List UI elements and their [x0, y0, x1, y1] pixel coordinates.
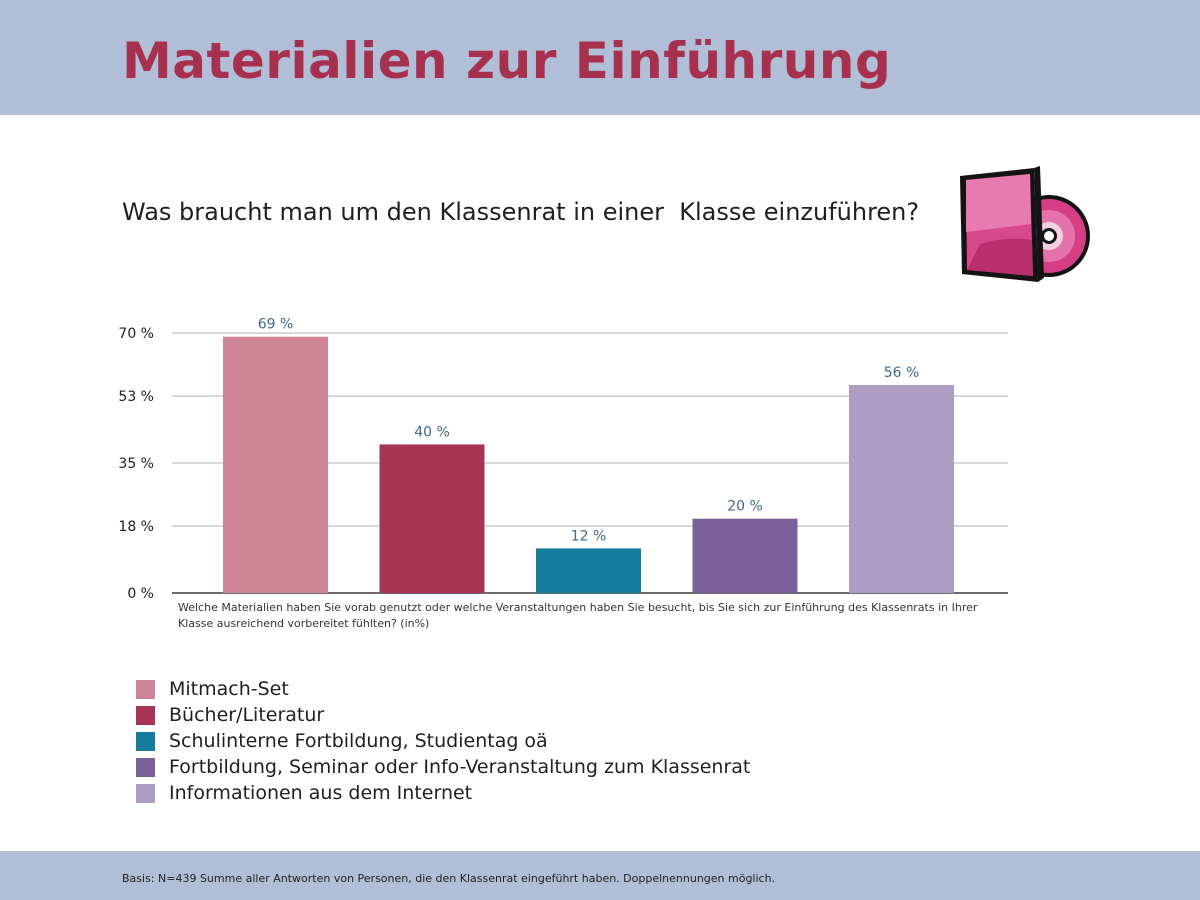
bar	[692, 518, 798, 593]
bar-chart: 0 % 18 % 35 % 53 % 70 % 69 % 40 % 12 % 20 % 56 %	[118, 317, 1008, 602]
y-tick-label: 0 %	[127, 586, 154, 602]
x-axis-label: Welche Materialien haben Sie vorab genut…	[178, 601, 978, 630]
bar	[849, 385, 954, 593]
slide-title: Materialien zur Einführung	[122, 32, 892, 90]
legend-label: Mitmach-Set	[169, 678, 289, 700]
bar	[223, 336, 328, 593]
legend-swatch	[136, 757, 155, 777]
footer-band	[0, 851, 1200, 900]
cd-case-icon	[960, 166, 1090, 282]
legend-swatch	[136, 731, 155, 751]
bar-value-label: 20 %	[727, 499, 763, 515]
header-band	[0, 0, 1200, 115]
legend-swatch	[136, 705, 155, 725]
legend-swatch	[136, 783, 155, 803]
legend-item: Informationen aus dem Internet	[136, 780, 750, 806]
legend-label: Bücher/Literatur	[169, 704, 325, 726]
bar-value-label: 12 %	[571, 528, 607, 544]
bar-value-label: 40 %	[414, 424, 450, 440]
legend-swatch	[136, 679, 155, 699]
y-tick-label: 18 %	[118, 519, 154, 535]
bar-value-label: 56 %	[884, 365, 920, 381]
footnote: Basis: N=439 Summe aller Antworten von P…	[122, 872, 776, 885]
legend-label: Schulinterne Fortbildung, Studientag oä	[169, 730, 548, 752]
legend: Mitmach-Set Bücher/Literatur Schulintern…	[136, 676, 750, 806]
legend-item: Mitmach-Set	[136, 676, 750, 702]
bar	[536, 548, 641, 593]
legend-item: Bücher/Literatur	[136, 702, 750, 728]
legend-label: Informationen aus dem Internet	[169, 782, 473, 804]
chart-question: Was braucht man um den Klassenrat in ein…	[122, 198, 920, 226]
legend-item: Schulinterne Fortbildung, Studientag oä	[136, 728, 750, 754]
y-tick-label: 70 %	[118, 326, 154, 342]
legend-label: Fortbildung, Seminar oder Info-Veranstal…	[169, 756, 751, 778]
legend-item: Fortbildung, Seminar oder Info-Veranstal…	[136, 754, 750, 780]
bar-value-label: 69 %	[258, 317, 294, 333]
y-tick-label: 53 %	[118, 389, 154, 405]
bar	[379, 444, 485, 593]
y-tick-label: 35 %	[118, 456, 154, 472]
